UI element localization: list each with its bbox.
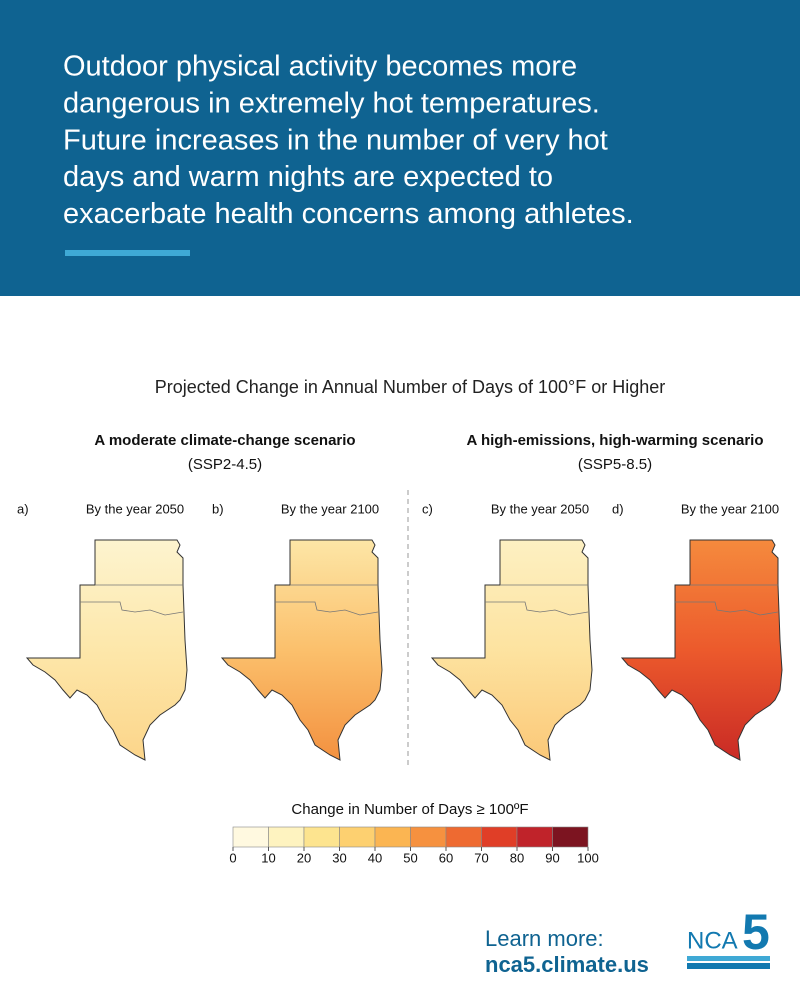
legend-tick-label: 0 — [229, 850, 236, 865]
legend-box — [481, 826, 518, 848]
legend-box — [445, 826, 482, 848]
headline: exacerbate health concerns among athlete… — [63, 198, 634, 230]
scenario-code: (SSP5-8.5) — [578, 456, 652, 473]
map — [25, 539, 188, 761]
legend-tick-label: 80 — [510, 850, 524, 865]
panel-label: By the year 2100 — [281, 501, 379, 516]
scenario-name: A high-emissions, high-warming scenario — [467, 432, 764, 449]
legend-tick-label: 50 — [403, 850, 417, 865]
map — [430, 539, 593, 761]
logo-bar — [687, 956, 770, 961]
map-shape — [620, 539, 783, 761]
map — [620, 539, 783, 761]
headline: dangerous in extremely hot temperatures. — [63, 87, 600, 119]
legend-tick-label: 40 — [368, 850, 382, 865]
legend-box — [232, 826, 269, 848]
logo-digit: 5 — [742, 904, 770, 960]
map-shape — [25, 539, 188, 761]
map — [220, 539, 383, 761]
state-border — [485, 584, 589, 616]
legend-title: Change in Number of Days ≥ 100ºF — [291, 801, 528, 818]
headline: Outdoor physical activity becomes more — [63, 51, 577, 83]
scenario-code: (SSP2-4.5) — [188, 456, 262, 473]
panel-label: By the year 2050 — [86, 501, 184, 516]
legend-box — [516, 826, 553, 848]
map-shape — [430, 539, 593, 761]
map-shape — [220, 539, 383, 761]
legend-tick-label: 30 — [332, 850, 346, 865]
logo-bar — [687, 963, 770, 969]
panel-letter: b) — [212, 501, 224, 516]
legend-tick-label: 90 — [545, 850, 559, 865]
learn-more: Learn more: — [485, 926, 604, 951]
legend-tick-label: 70 — [474, 850, 488, 865]
url[interactable]: nca5.climate.us — [485, 952, 649, 977]
panel-letter: d) — [612, 501, 624, 516]
legend-box — [410, 826, 447, 848]
state-border — [275, 584, 379, 616]
legend-box — [552, 826, 589, 848]
legend-tick-label: 10 — [261, 850, 275, 865]
legend-box — [339, 826, 376, 848]
legend-box — [303, 826, 340, 848]
legend-tick-label: 100 — [577, 850, 599, 865]
legend-box — [374, 826, 411, 848]
logo-text: NCA — [687, 927, 738, 954]
state-border — [80, 584, 184, 616]
panel-letter: a) — [17, 501, 29, 516]
scenario-name: A moderate climate-change scenario — [94, 432, 355, 449]
headline: Future increases in the number of very h… — [63, 124, 608, 156]
figure-title: Projected Change in Annual Number of Day… — [155, 377, 665, 397]
panel-label: By the year 2100 — [681, 501, 779, 516]
legend-tick-label: 60 — [439, 850, 453, 865]
panel-letter: c) — [422, 501, 433, 516]
legend-box — [268, 826, 305, 848]
header-band — [0, 0, 800, 296]
accent-bar — [65, 250, 190, 256]
headline: days and warm nights are expected to — [63, 161, 553, 193]
panel-label: By the year 2050 — [491, 501, 589, 516]
state-border — [675, 584, 779, 616]
legend-tick-label: 20 — [297, 850, 311, 865]
